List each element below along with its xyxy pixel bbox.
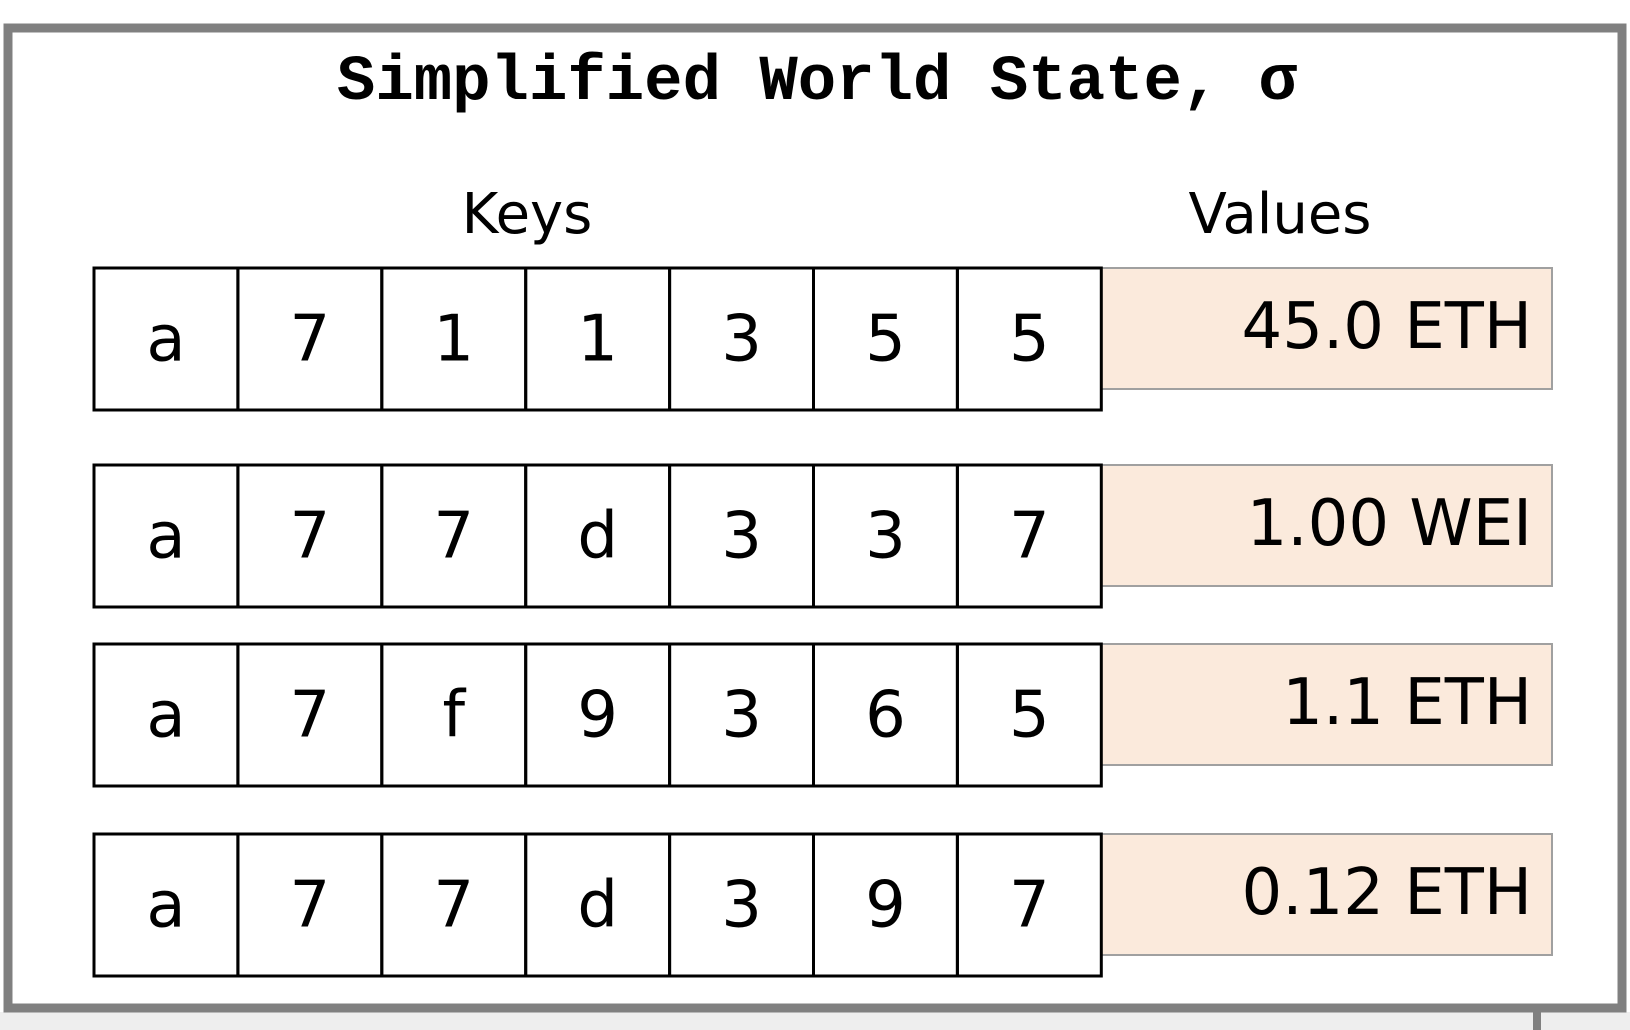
- key-char: f: [442, 679, 466, 753]
- key-char: 1: [433, 303, 474, 377]
- key-cell: [955, 642, 1103, 788]
- key-char: 1: [577, 303, 618, 377]
- key-cell: [955, 463, 1103, 609]
- key-cell: [955, 266, 1103, 412]
- key-char: d: [577, 869, 618, 943]
- key-char: a: [146, 869, 185, 943]
- key-char: 7: [289, 500, 330, 574]
- keys-header: Keys: [462, 182, 593, 247]
- key-char: 6: [865, 679, 906, 753]
- key-char: 7: [289, 869, 330, 943]
- key-char: 5: [1009, 679, 1050, 753]
- value-text: 45.0 ETH: [1242, 290, 1533, 364]
- key-cell: [955, 832, 1103, 978]
- value-text: 1.00 WEI: [1247, 487, 1532, 561]
- key-char: 9: [577, 679, 618, 753]
- key-char: 3: [721, 679, 762, 753]
- key-char: 7: [289, 303, 330, 377]
- key-char: 3: [721, 500, 762, 574]
- key-char: a: [146, 303, 185, 377]
- key-char: a: [146, 500, 185, 574]
- key-char: 3: [865, 500, 906, 574]
- key-char: 7: [433, 500, 474, 574]
- value-box: [1100, 643, 1554, 766]
- key-char: 5: [865, 303, 906, 377]
- value-text: 1.1 ETH: [1282, 666, 1532, 740]
- title: Simplified World State, σ: [337, 47, 1298, 119]
- values-header: Values: [1189, 182, 1372, 247]
- value-box: [1100, 267, 1554, 390]
- key-char: d: [577, 500, 618, 574]
- key-char: 3: [721, 869, 762, 943]
- key-char: 7: [289, 679, 330, 753]
- bottom-strip: [0, 1012, 1630, 1030]
- key-char: 7: [1009, 869, 1050, 943]
- key-char: 7: [433, 869, 474, 943]
- key-char: 3: [721, 303, 762, 377]
- key-char: 5: [1009, 303, 1050, 377]
- value-text: 0.12 ETH: [1242, 856, 1533, 930]
- value-box: [1100, 833, 1554, 956]
- value-box: [1100, 464, 1554, 587]
- key-char: a: [146, 679, 185, 753]
- key-char: 9: [865, 869, 906, 943]
- key-char: 7: [1009, 500, 1050, 574]
